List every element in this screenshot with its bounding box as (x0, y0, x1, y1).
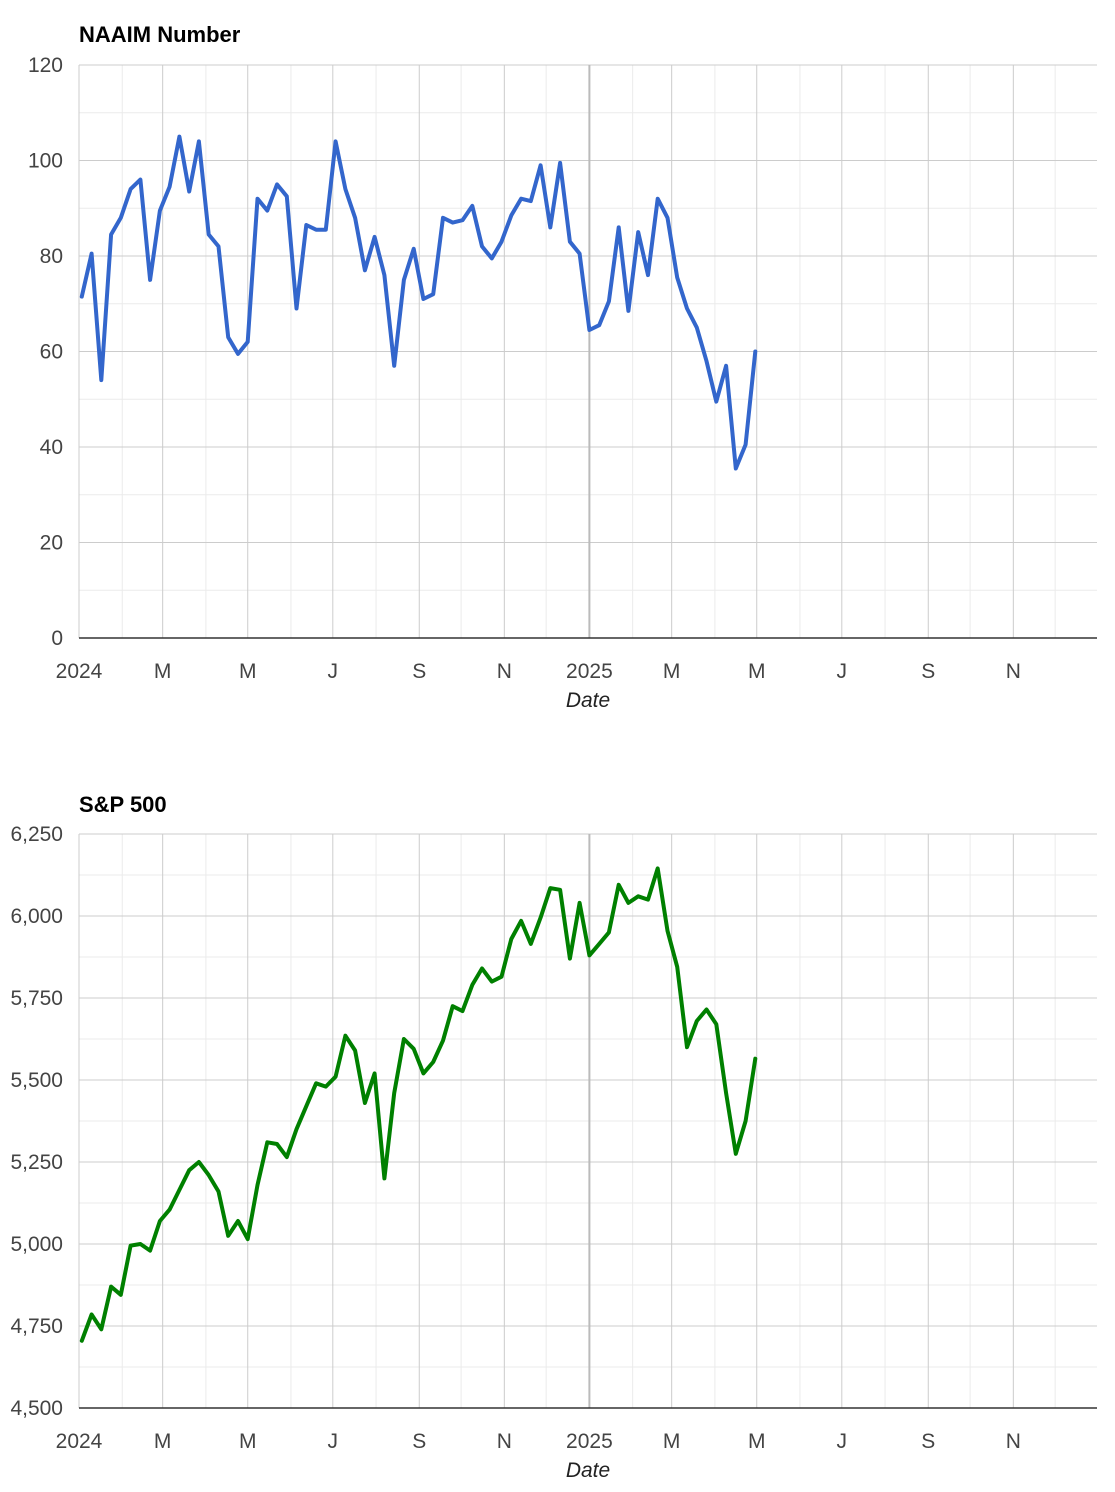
chart1-y-tick-label: 0 (51, 627, 63, 650)
chart1-x-tick-label: N (497, 660, 512, 683)
chart2-x-tick-label: N (497, 1430, 512, 1453)
chart2-series-line (79, 866, 758, 1343)
chart2-y-tick-label: 6,250 (10, 823, 63, 846)
chart2-x-tick-label: J (837, 1430, 848, 1453)
chart1-x-tick-label: 2025 (566, 660, 613, 683)
chart1-x-tick-label: S (921, 660, 935, 683)
chart2-y-tick-label: 4,500 (10, 1397, 63, 1420)
chart1-x-tick-label: M (239, 660, 257, 683)
chart2-x-tick-label: S (921, 1430, 935, 1453)
chart1-y-tick-label: 20 (40, 532, 63, 555)
chart2-x-tick-label: M (663, 1430, 681, 1453)
chart2-y-tick-label: 5,000 (10, 1233, 63, 1256)
chart1-y-tick-label: 80 (40, 245, 63, 268)
chart1-x-tick-label: 2024 (56, 660, 103, 683)
chart2-x-tick-label: M (239, 1430, 257, 1453)
chart1-title: NAAIM Number (79, 22, 241, 47)
chart2-y-tick-label: 5,750 (10, 987, 63, 1010)
chart2-x-tick-label: M (748, 1430, 766, 1453)
chart1-x-tick-label: S (412, 660, 426, 683)
chart1-x-tick-label: N (1006, 660, 1021, 683)
chart1-x-axis-label: Date (566, 689, 610, 712)
chart1-x-tick-label: J (328, 660, 339, 683)
chart1-y-tick-label: 120 (28, 54, 63, 77)
chart1-y-tick-label: 40 (40, 436, 63, 459)
chart2-y-tick-label: 5,250 (10, 1151, 63, 1174)
chart2-x-tick-label: J (328, 1430, 339, 1453)
chart1-x-tick-label: J (837, 660, 848, 683)
chart1-series-line (79, 134, 758, 471)
chart2-x-tick-label: 2024 (56, 1430, 103, 1453)
chart2-y-tick-label: 6,000 (10, 905, 63, 928)
chart2-x-tick-label: N (1006, 1430, 1021, 1453)
chart2-title: S&P 500 (79, 792, 167, 817)
chart2-x-tick-label: 2025 (566, 1430, 613, 1453)
chart2-y-tick-label: 4,750 (10, 1315, 63, 1338)
chart1-y-tick-label: 100 (28, 150, 63, 173)
chart1-x-tick-label: M (748, 660, 766, 683)
chart1-y-tick-label: 60 (40, 341, 63, 364)
chart2-x-axis-label: Date (566, 1459, 610, 1482)
chart2-x-tick-label: M (154, 1430, 172, 1453)
chart1-x-tick-label: M (663, 660, 681, 683)
chart2-x-tick-label: S (412, 1430, 426, 1453)
chart2-y-tick-label: 5,500 (10, 1069, 63, 1092)
chart1-x-tick-label: M (154, 660, 172, 683)
